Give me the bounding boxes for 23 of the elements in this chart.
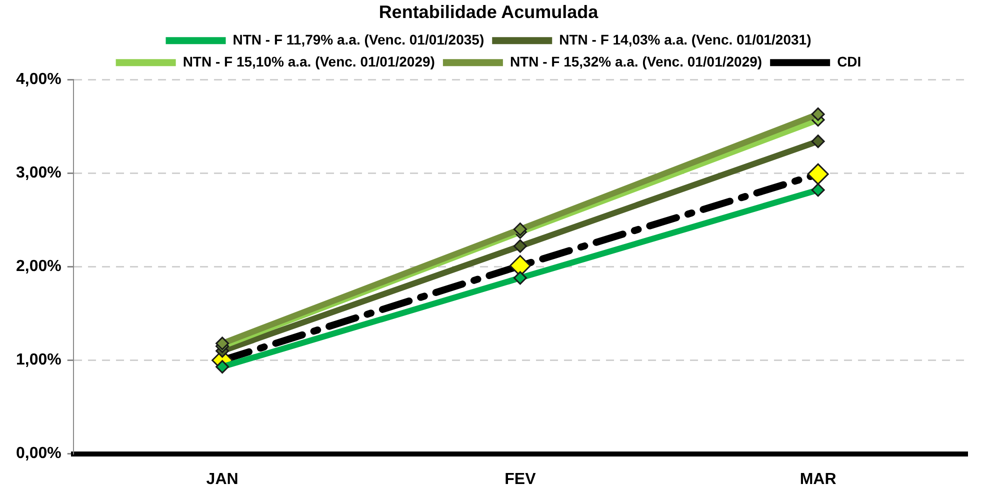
legend-label: CDI bbox=[837, 53, 862, 70]
y-tick-label: 0,00% bbox=[16, 445, 62, 462]
x-tick-label: MAR bbox=[800, 470, 837, 488]
point bbox=[513, 222, 527, 236]
y-tick-label: 3,00% bbox=[16, 164, 62, 182]
legend-label: NTN - F 15,32% a.a. (Venc. 01/01/2029) bbox=[510, 53, 762, 70]
x-tick-label: FEV bbox=[504, 470, 536, 488]
y-tick-label: 2,00% bbox=[16, 258, 62, 276]
legend-label: NTN - F 15,10% a.a. (Venc. 01/01/2029) bbox=[182, 53, 435, 70]
point bbox=[513, 271, 527, 285]
y-tick-label: 1,00% bbox=[16, 352, 62, 369]
point bbox=[216, 336, 230, 350]
chart-title: Rentabilidade Acumulada bbox=[378, 2, 600, 22]
point bbox=[807, 163, 829, 185]
point bbox=[811, 183, 825, 197]
x-tick-label: JAN bbox=[206, 470, 238, 488]
point bbox=[513, 239, 527, 253]
y-tick-label: 4,00% bbox=[16, 71, 62, 88]
legend-label: NTN - F 14,03% a.a. (Venc. 01/01/2031) bbox=[559, 31, 812, 48]
point bbox=[811, 107, 825, 121]
legend-label: NTN - F 11,79% a.a. (Venc. 01/01/2035) bbox=[232, 31, 484, 48]
point bbox=[811, 134, 825, 148]
point bbox=[216, 360, 230, 374]
